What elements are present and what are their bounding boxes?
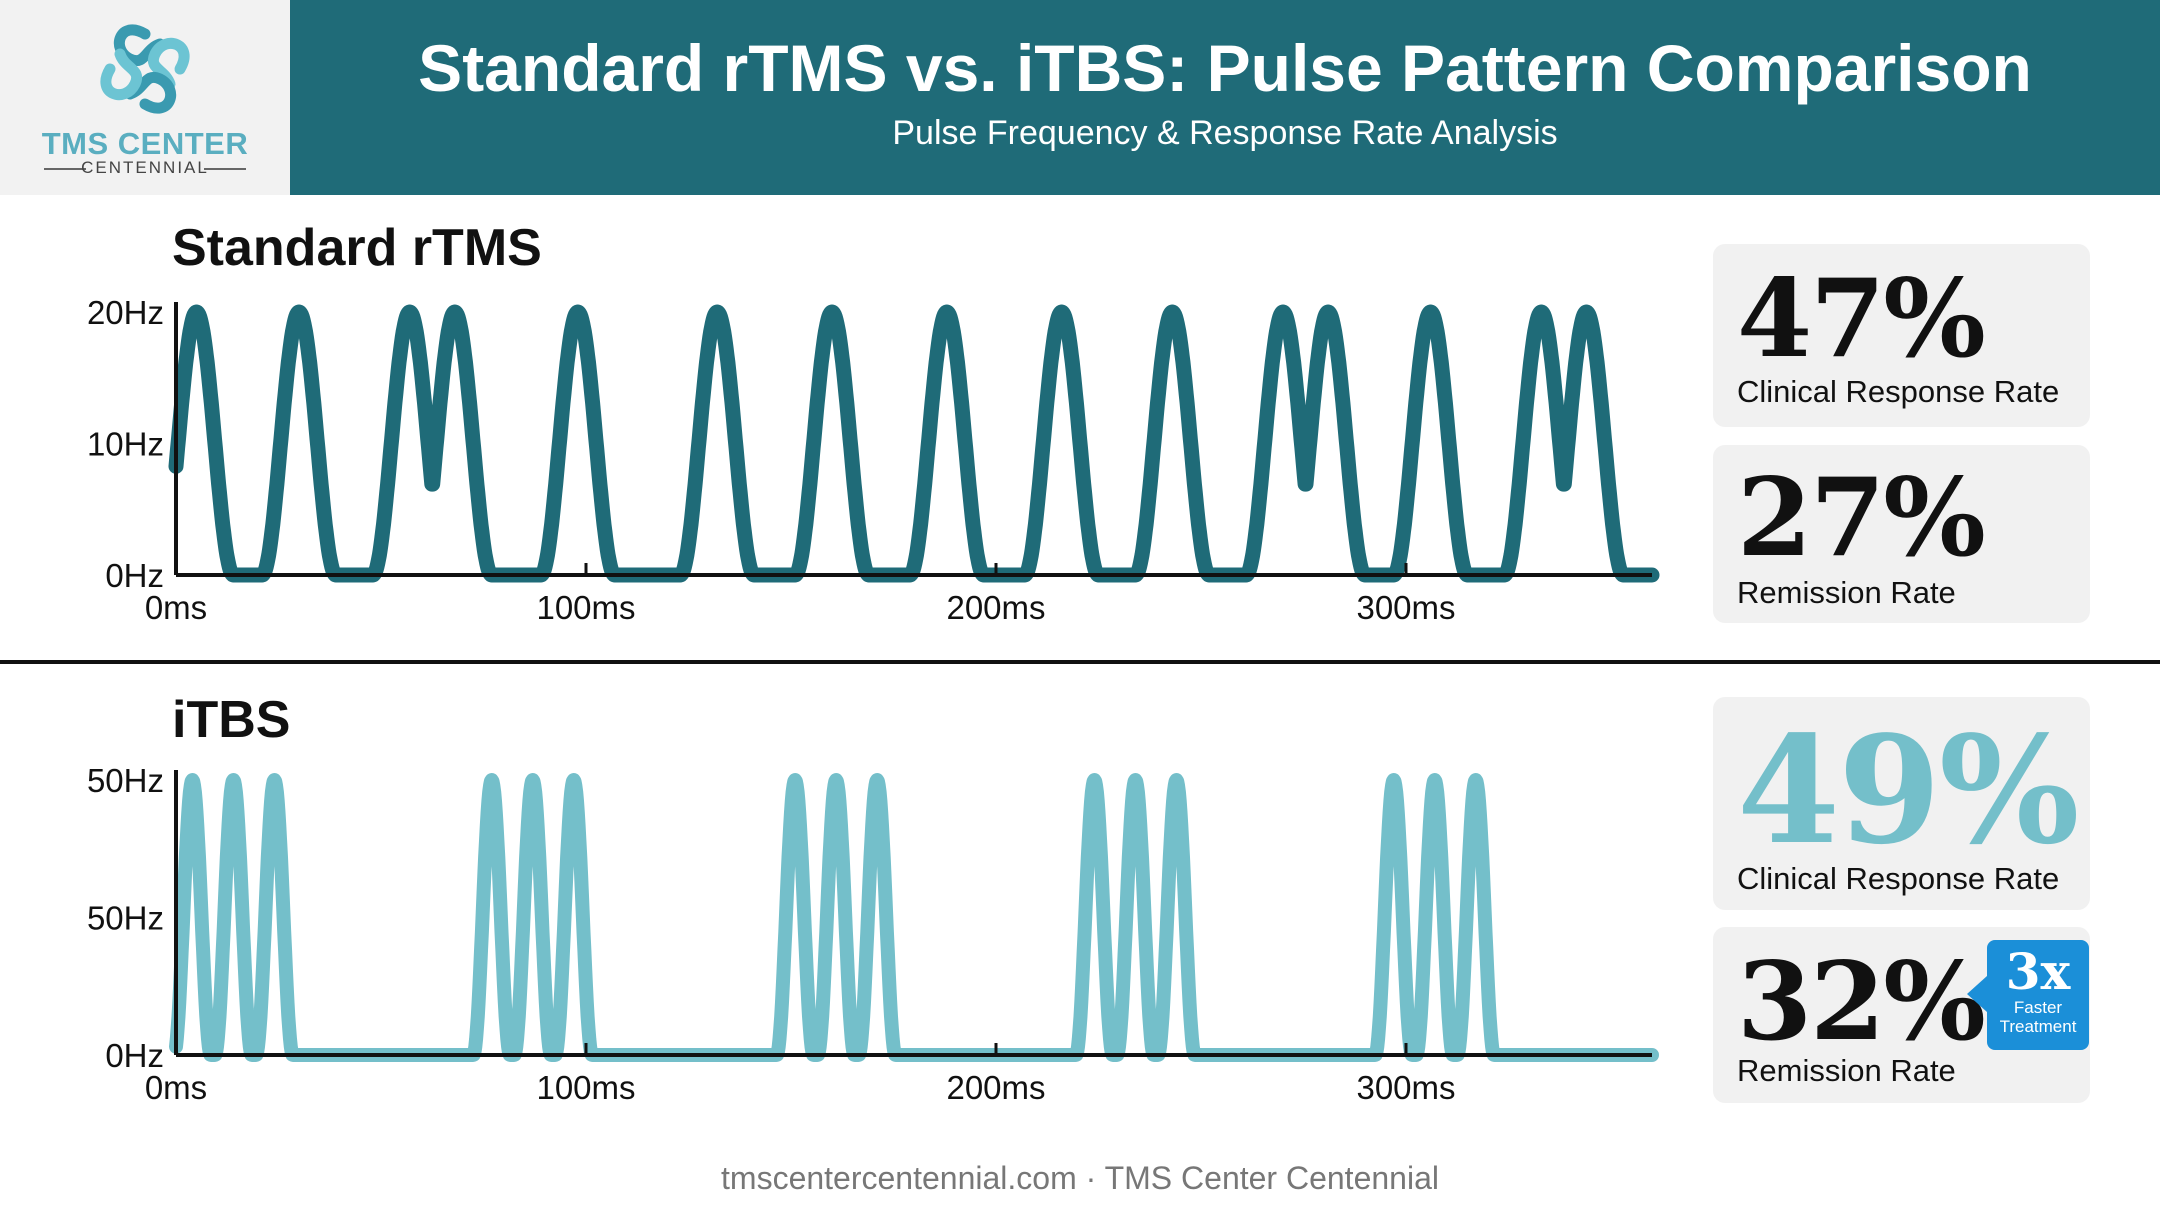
pulse-peak-0: [196, 311, 198, 313]
pulse-peak-9: [1171, 311, 1173, 313]
logo: TMS CENTER CENTENNIAL: [0, 0, 290, 195]
x-tick-label-3: 300ms: [1356, 589, 1455, 626]
pulse-peak-12: [1393, 779, 1395, 781]
rtms-remission-label: Remission Rate: [1737, 575, 1956, 610]
rtms-remission-card: 27% Remission Rate: [1713, 445, 2090, 623]
pulse-peak-0: [191, 779, 193, 781]
x-tick-label-2: 200ms: [946, 1069, 1045, 1106]
page-title: Standard rTMS vs. iTBS: Pulse Pattern Co…: [418, 31, 2032, 105]
y-tick-label-2: 20Hz: [87, 294, 164, 331]
y-tick-label-0: 0Hz: [105, 557, 164, 594]
rtms-response-card: 47% Clinical Response Rate: [1713, 244, 2090, 427]
rtms-response-value: 47%: [1737, 256, 1986, 382]
pulse-peak-4: [532, 779, 534, 781]
itbs-response-label: Clinical Response Rate: [1737, 861, 2060, 896]
logo-subtitle: CENTENNIAL: [81, 158, 209, 177]
rtms-chart-title: Standard rTMS: [172, 219, 542, 277]
pulse-peak-9: [1093, 779, 1095, 781]
pulse-peak-8: [876, 779, 878, 781]
itbs-chart-title: iTBS: [172, 691, 291, 749]
pulse-peak-13: [1434, 779, 1436, 781]
y-tick-label-0: 0Hz: [105, 1037, 164, 1074]
logo-rule-right: [204, 168, 246, 170]
pulse-peak-10: [1282, 311, 1284, 313]
y-tick-label-2: 50Hz: [87, 762, 164, 799]
badge-multiplier: 3x: [2005, 942, 2071, 1001]
logo-knot-icon: [100, 24, 190, 114]
header-banner: TMS CENTER CENTENNIAL Standard rTMS vs. …: [0, 0, 2160, 195]
y-tick-label-1: 50Hz: [87, 900, 164, 937]
pulse-peak-12: [1430, 311, 1432, 313]
logo-rule-left: [44, 168, 86, 170]
itbs-remission-label: Remission Rate: [1737, 1053, 1956, 1088]
pulse-peak-2: [273, 779, 275, 781]
itbs-response-card: 49% Clinical Response Rate: [1713, 697, 2090, 910]
x-tick-label-3: 300ms: [1356, 1069, 1455, 1106]
pulse-peak-5: [573, 779, 575, 781]
section-divider: [0, 660, 2160, 664]
itbs-remission-value: 32%: [1737, 939, 1986, 1065]
pulse-peak-1: [232, 779, 234, 781]
x-tick-label-0: 0ms: [145, 589, 207, 626]
pulse-peak-8: [1061, 311, 1063, 313]
itbs-pulse-chart: 0ms 100ms 200ms 300ms 0Hz 50Hz 50Hz: [87, 762, 1659, 1106]
pulse-peak-7: [835, 779, 837, 781]
x-tick-label-1: 100ms: [536, 589, 635, 626]
badge-line-1: Faster: [2013, 998, 2063, 1017]
x-tick-label-2: 200ms: [946, 589, 1045, 626]
pulse-peak-7: [946, 311, 948, 313]
pulse-peak-10: [1134, 779, 1136, 781]
x-tick-label-1: 100ms: [536, 1069, 635, 1106]
badge-line-2: Treatment: [1999, 1017, 2077, 1036]
x-tick-label-0: 0ms: [145, 1069, 207, 1106]
rtms-pulse-chart: 0ms 100ms 200ms 300ms 0Hz 10Hz 20Hz: [87, 294, 1660, 626]
logo-name: TMS CENTER: [41, 126, 249, 161]
pulse-peak-14: [1585, 311, 1587, 313]
pulse-peak-6: [831, 311, 833, 313]
page-subtitle: Pulse Frequency & Response Rate Analysis: [892, 114, 1558, 152]
y-tick-label-1: 10Hz: [87, 426, 164, 463]
pulse-peak-11: [1175, 779, 1177, 781]
itbs-response-value: 49%: [1737, 703, 2080, 877]
pulse-peak-2: [409, 311, 411, 313]
rtms-response-label: Clinical Response Rate: [1737, 374, 2060, 409]
pulse-peak-6: [794, 779, 796, 781]
pulse-peak-11: [1327, 311, 1329, 313]
pulse-peak-4: [577, 311, 579, 313]
pulse-peak-3: [454, 311, 456, 313]
pulse-peak-13: [1540, 311, 1542, 313]
pulse-peak-14: [1475, 779, 1477, 781]
faster-treatment-badge: 3x Faster Treatment: [1967, 940, 2089, 1050]
rtms-remission-value: 27%: [1737, 455, 1986, 581]
pulse-peak-5: [716, 311, 718, 313]
pulse-peak-1: [298, 311, 300, 313]
pulse-series-line: [168, 304, 1660, 583]
footer-credit: tmscentercentennial.com · TMS Center Cen…: [721, 1160, 1439, 1196]
pulse-series-line: [169, 773, 1659, 1062]
pulse-peak-3: [491, 779, 493, 781]
